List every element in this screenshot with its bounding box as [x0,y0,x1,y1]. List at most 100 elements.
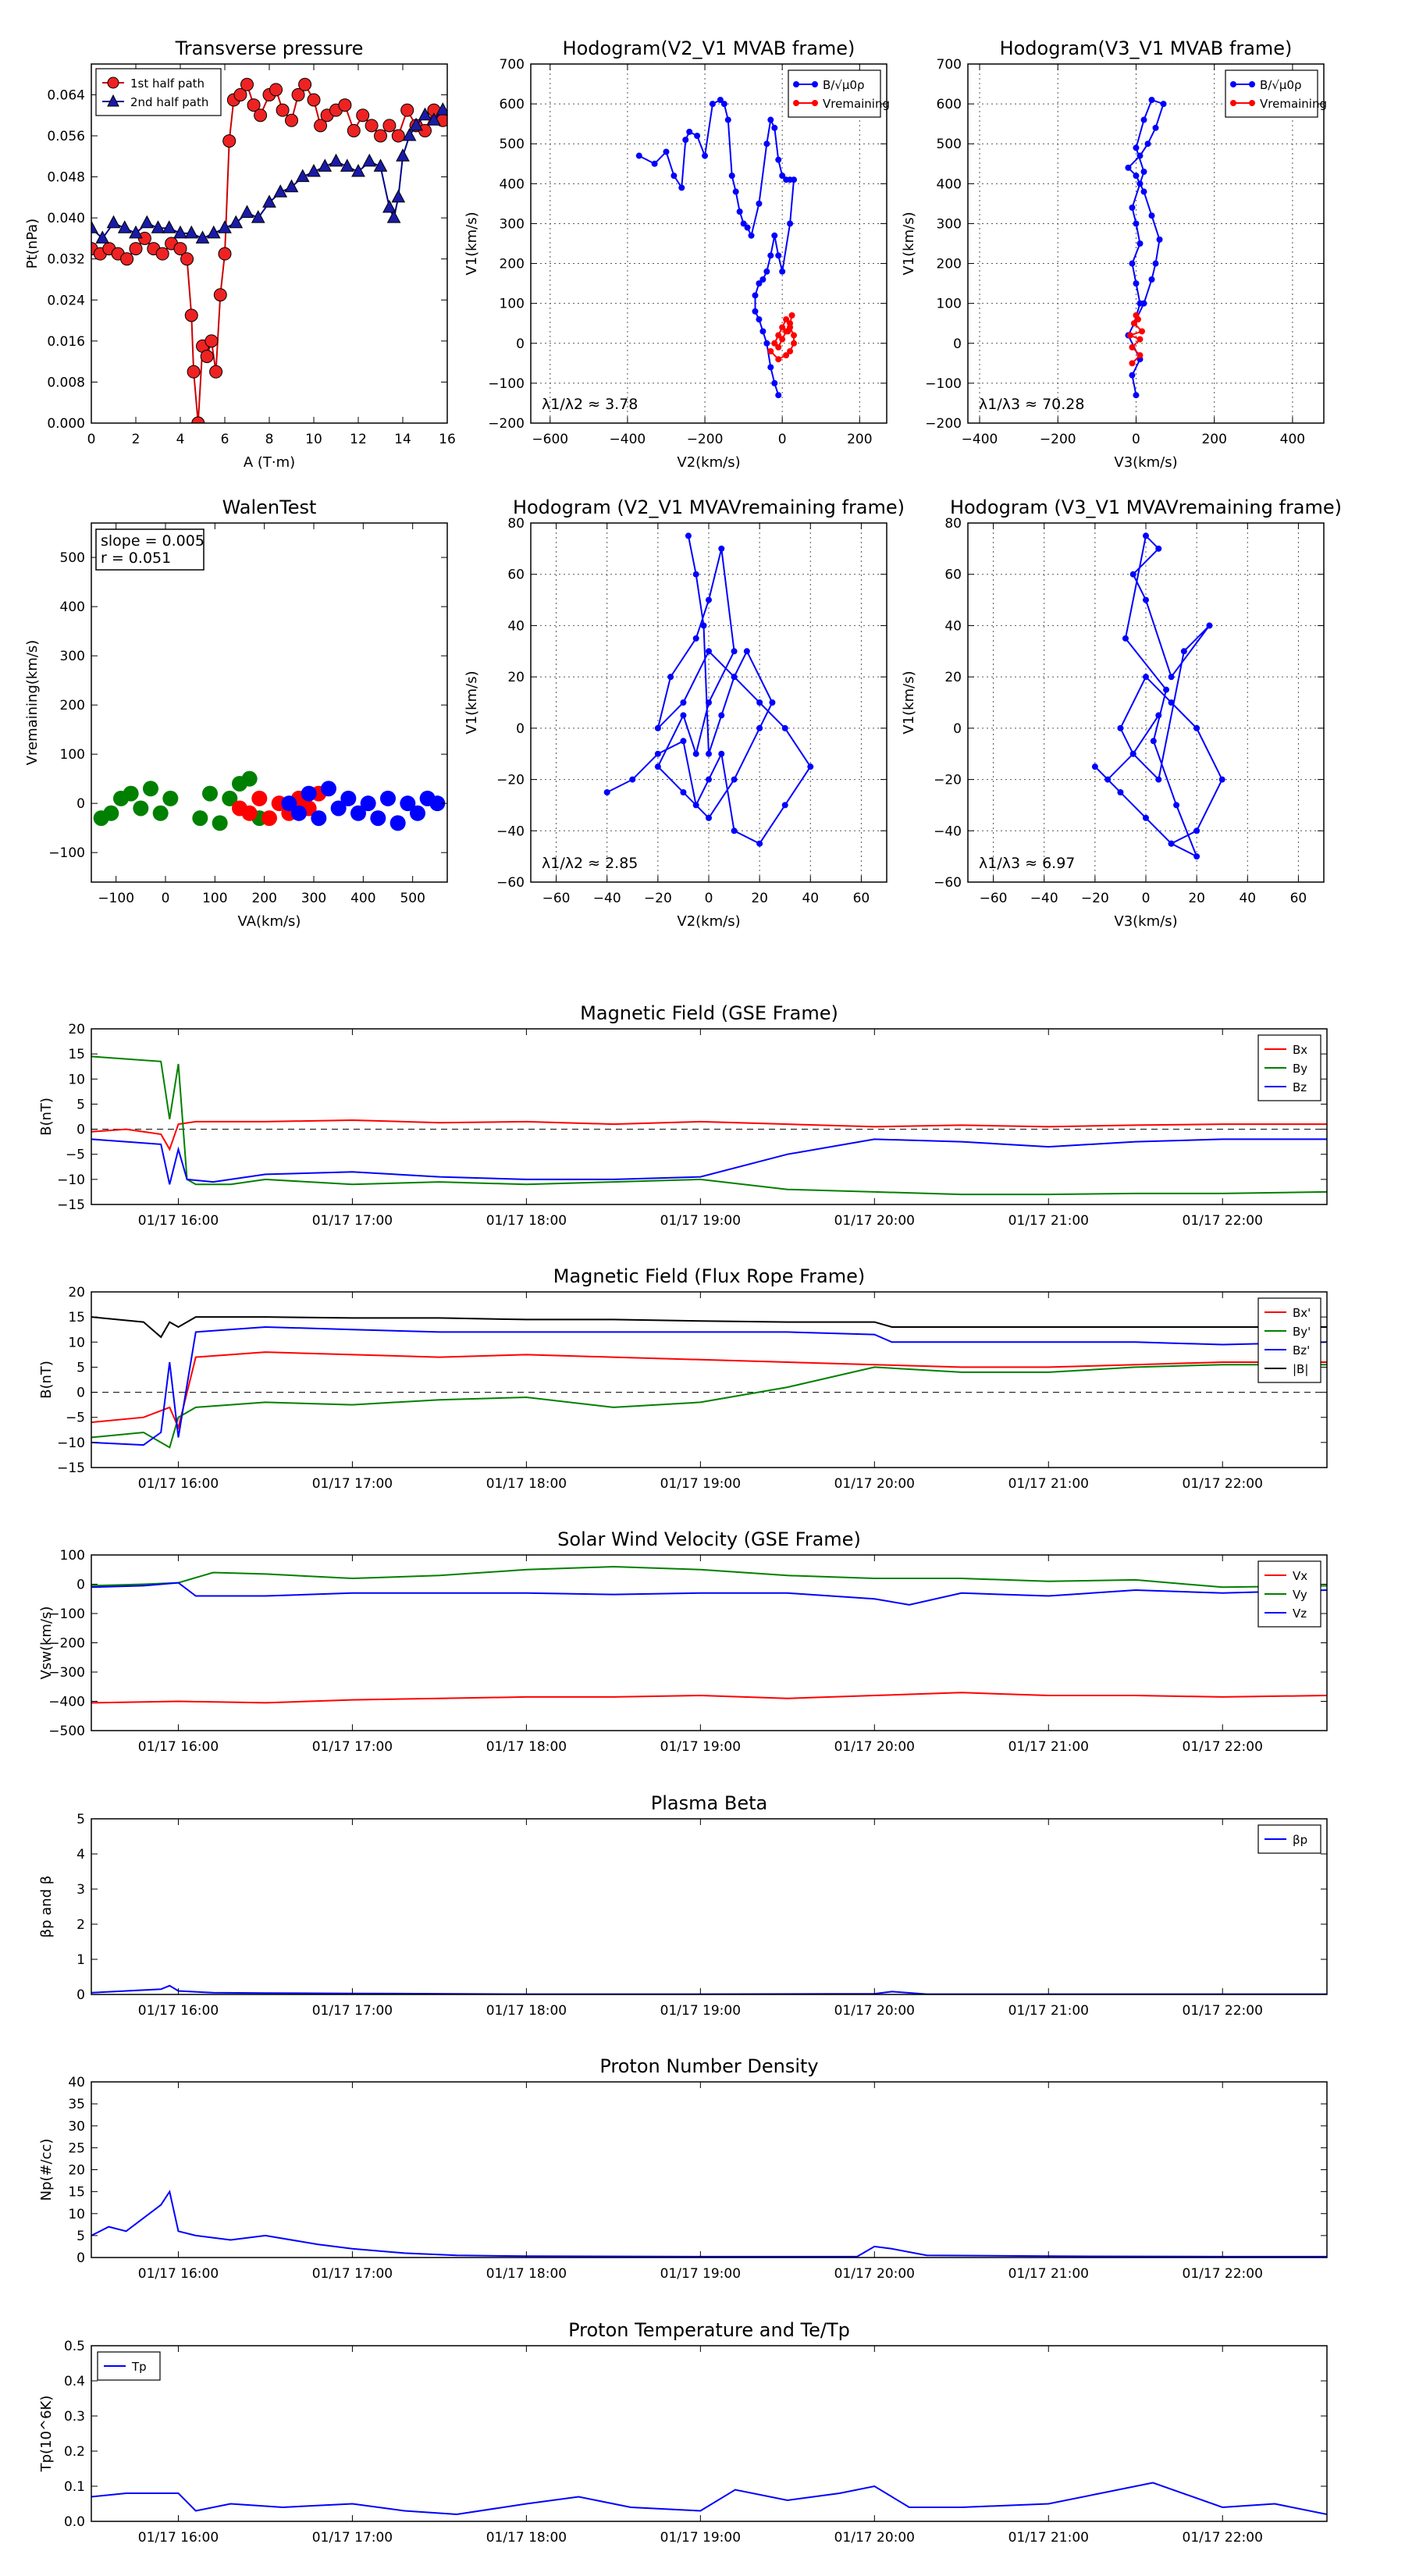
data-point [218,220,232,233]
x-tick-label: 01/17 16:00 [138,1213,219,1229]
data-point [133,800,149,817]
data-point [340,790,357,806]
data-point [338,98,352,112]
data-point [779,324,786,331]
data-point [318,158,333,172]
data-point [654,750,661,757]
legend-marker [1230,100,1236,106]
data-point [1129,750,1136,757]
y-tick-label: 4 [76,1847,85,1863]
y-tick-label: 10 [68,1072,85,1087]
legend-label: Vx [1293,1569,1307,1583]
y-tick-label: 20 [68,1285,85,1300]
series-vremaining [767,312,798,363]
x-tick-label: 01/17 19:00 [660,2530,741,2546]
data-point [787,220,794,227]
x-tick-label: 01/17 18:00 [486,1476,567,1492]
y-tick-label: 2 [76,1917,85,1933]
x-axis-label: V2(km/s) [677,913,740,930]
legend-label: Bz [1293,1080,1307,1094]
legend-label: 2nd half path [130,95,208,109]
x-tick-label: 500 [400,891,425,906]
data-point [262,194,276,208]
data-point [731,827,738,834]
grid [531,63,887,424]
y-axis-label: Tp(10^6K) [38,2396,55,2473]
data-point [1143,532,1149,539]
data-point [410,805,425,821]
axes-ticks: 01/17 16:00 01/17 17:00 01/17 18:00 01/17 1… [57,1022,1327,1229]
plot-frame [91,522,448,883]
plot-frame [91,1028,1328,1205]
legend: B/√μ0ρ Vremaining [788,69,890,118]
series-line [91,1055,1327,1196]
legend-label: Vremaining [823,97,890,111]
data-point [365,119,379,133]
series-line [91,1351,1327,1430]
axes-ticks: −60 −40 −20 0 20 40 60 −60 −40 −20 0 20 40 60 80 [496,516,887,906]
chart-title: Hodogram (V3_V1 MVAVremaining frame) [950,496,1342,518]
data-point [143,781,158,797]
data-area [603,532,814,847]
y-tick-label: 60 [944,568,962,583]
data-point [329,153,343,167]
x-tick-label: 01/17 16:00 [138,2530,219,2546]
y-tick-label: 500 [60,550,85,566]
x-tick-label: 0 [1132,432,1140,447]
data-point [1150,738,1157,745]
legend-label: Bz' [1293,1343,1310,1357]
data-point [1206,622,1213,629]
x-tick-label: 400 [1280,432,1305,447]
x-tick-label: 4 [176,432,185,447]
data-point [373,158,388,172]
y-tick-label: 20 [507,670,525,685]
y-tick-label: 3 [76,1882,85,1898]
data-point [162,220,176,233]
y-tick-label: 100 [500,297,525,312]
y-tick-label: −100 [925,376,962,392]
series-line [91,1138,1327,1185]
data-point [173,225,187,239]
data-point [180,252,194,266]
y-tick-label: 600 [937,97,962,112]
data-point [692,571,699,578]
data-point [140,215,155,229]
eigenvalue-ratio: λ1/λ2 ≈ 2.85 [542,855,638,872]
y-tick-label: −40 [934,824,962,839]
legend-label: Vy [1293,1588,1307,1602]
x-tick-label: −20 [1081,891,1109,906]
data-point [784,328,791,335]
data-point [767,116,774,123]
x-tick-label: −40 [1030,891,1058,906]
plot-frame [91,2081,1328,2258]
legend-label: Tp [131,2360,147,2374]
y-tick-label: −15 [57,1461,85,1476]
data-point [173,242,187,256]
data-point [1193,827,1200,834]
y-tick-label: 300 [937,216,962,232]
data-point [251,210,265,223]
data-point [374,129,387,143]
series-by [91,1055,1327,1196]
chart-title: Hodogram(V2_V1 MVAB frame) [563,37,855,59]
axes-ticks: 01/17 16:00 01/17 17:00 01/17 18:00 01/17 1… [48,1548,1327,1755]
series-1sthalfpath [91,77,447,423]
y-tick-label: 0 [76,1578,85,1593]
data-point [123,785,139,802]
legend-marker [812,81,818,87]
y-tick-label: 0.040 [47,211,85,226]
data-point [276,103,290,117]
series-vremaining [1126,312,1145,367]
legend: Bx' By' Bz' |B| [1257,1297,1321,1383]
data-point [206,225,221,239]
series-vx [91,1692,1327,1704]
axes-ticks: −600 −400 −200 0 200 −200 −100 0 100 200 300 400 500… [488,57,887,447]
data-point [651,160,658,167]
x-tick-label: 01/17 19:00 [660,2266,741,2282]
series-vz [91,1582,1327,1606]
data-point [429,795,446,812]
x-tick-label: 01/17 19:00 [660,1213,741,1229]
data-point [314,119,328,133]
y-tick-label: −15 [57,1197,85,1213]
